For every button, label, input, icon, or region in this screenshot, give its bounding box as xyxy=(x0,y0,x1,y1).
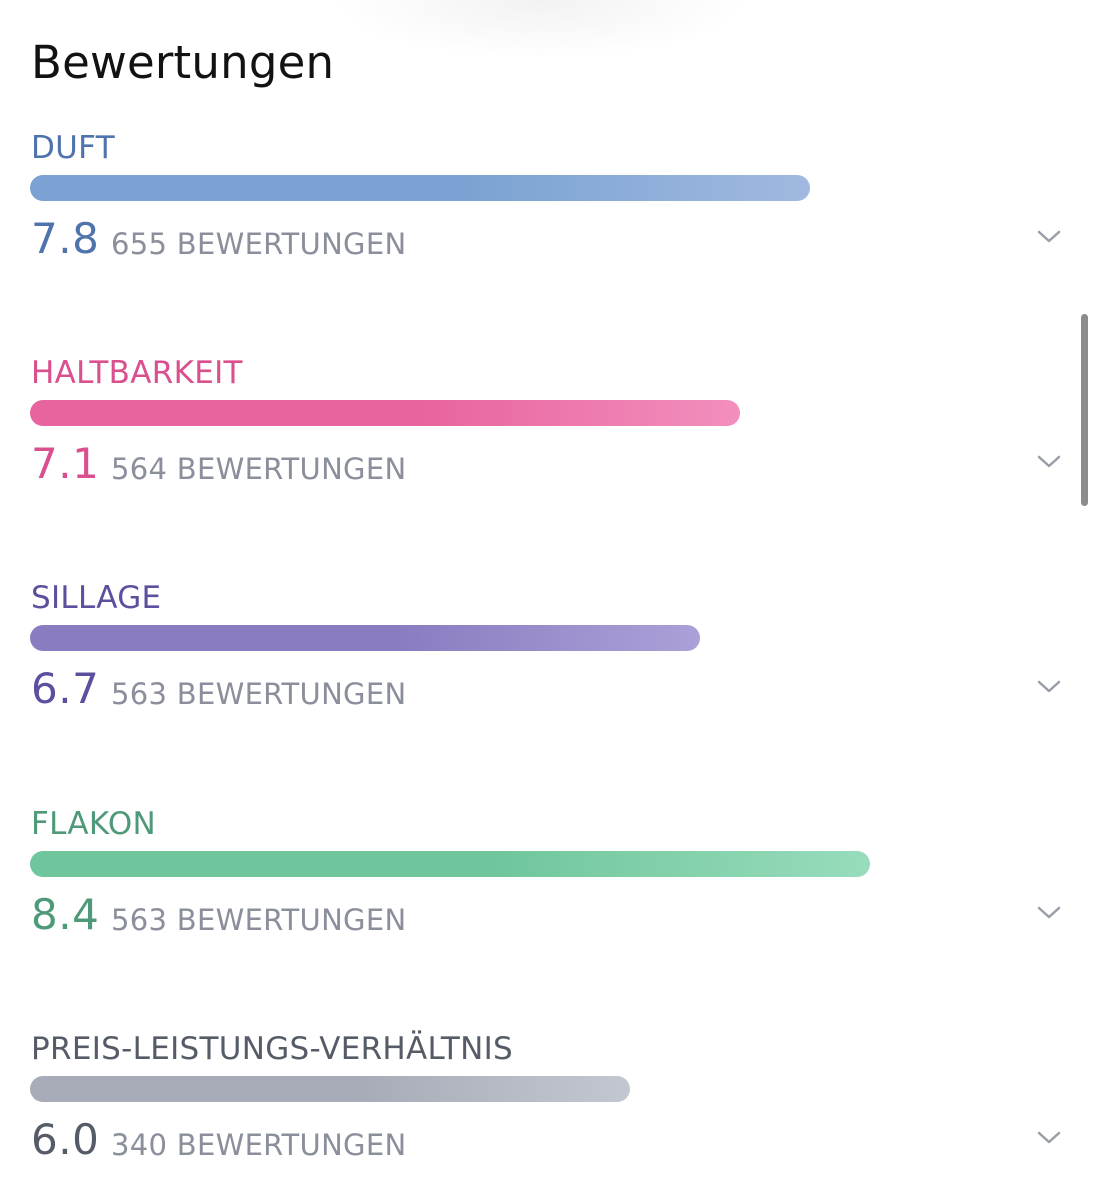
rating-score: 7.1 xyxy=(31,439,100,488)
page-title: Bewertungen xyxy=(31,36,335,89)
rating-score: 7.8 xyxy=(31,214,100,263)
rating-bar xyxy=(30,400,1030,426)
rating-count: 340 BEWERTUNGEN xyxy=(111,1128,407,1162)
rating-category-label: DUFT xyxy=(31,130,115,166)
rating-bar-fill xyxy=(30,175,810,201)
rating-flakon: FLAKON 8.4 563 BEWERTUNGEN xyxy=(0,806,1096,956)
rating-count: 563 BEWERTUNGEN xyxy=(111,903,407,937)
rating-count: 563 BEWERTUNGEN xyxy=(111,677,407,711)
rating-preis-leistung: PREIS-LEISTUNGS-VERHÄLTNIS 6.0 340 BEWER… xyxy=(0,1031,1096,1181)
rating-score: 8.4 xyxy=(31,890,100,939)
chevron-down-icon[interactable] xyxy=(1030,894,1068,932)
rating-count: 564 BEWERTUNGEN xyxy=(111,452,407,486)
rating-category-label: PREIS-LEISTUNGS-VERHÄLTNIS xyxy=(31,1031,513,1067)
rating-bar xyxy=(30,175,1030,201)
chevron-down-icon[interactable] xyxy=(1030,443,1068,481)
chevron-down-icon[interactable] xyxy=(1030,1119,1068,1157)
rating-bar-fill xyxy=(30,400,740,426)
rating-haltbarkeit: HALTBARKEIT 7.1 564 BEWERTUNGEN xyxy=(0,355,1096,505)
scrollbar[interactable] xyxy=(1081,314,1088,506)
rating-sillage: SILLAGE 6.7 563 BEWERTUNGEN xyxy=(0,580,1096,730)
rating-bar xyxy=(30,851,1030,877)
rating-score: 6.7 xyxy=(31,664,100,713)
rating-category-label: FLAKON xyxy=(31,806,157,842)
rating-bar-fill xyxy=(30,625,700,651)
rating-bar xyxy=(30,1076,1030,1102)
chevron-down-icon[interactable] xyxy=(1030,218,1068,256)
rating-bar xyxy=(30,625,1030,651)
rating-category-label: HALTBARKEIT xyxy=(31,355,243,391)
rating-bar-fill xyxy=(30,851,870,877)
rating-bar-fill xyxy=(30,1076,630,1102)
rating-score: 6.0 xyxy=(31,1115,100,1164)
rating-category-label: SILLAGE xyxy=(31,580,162,616)
rating-count: 655 BEWERTUNGEN xyxy=(111,227,407,261)
chevron-down-icon[interactable] xyxy=(1030,668,1068,706)
top-shadow xyxy=(330,0,750,60)
rating-duft: DUFT 7.8 655 BEWERTUNGEN xyxy=(0,130,1096,280)
